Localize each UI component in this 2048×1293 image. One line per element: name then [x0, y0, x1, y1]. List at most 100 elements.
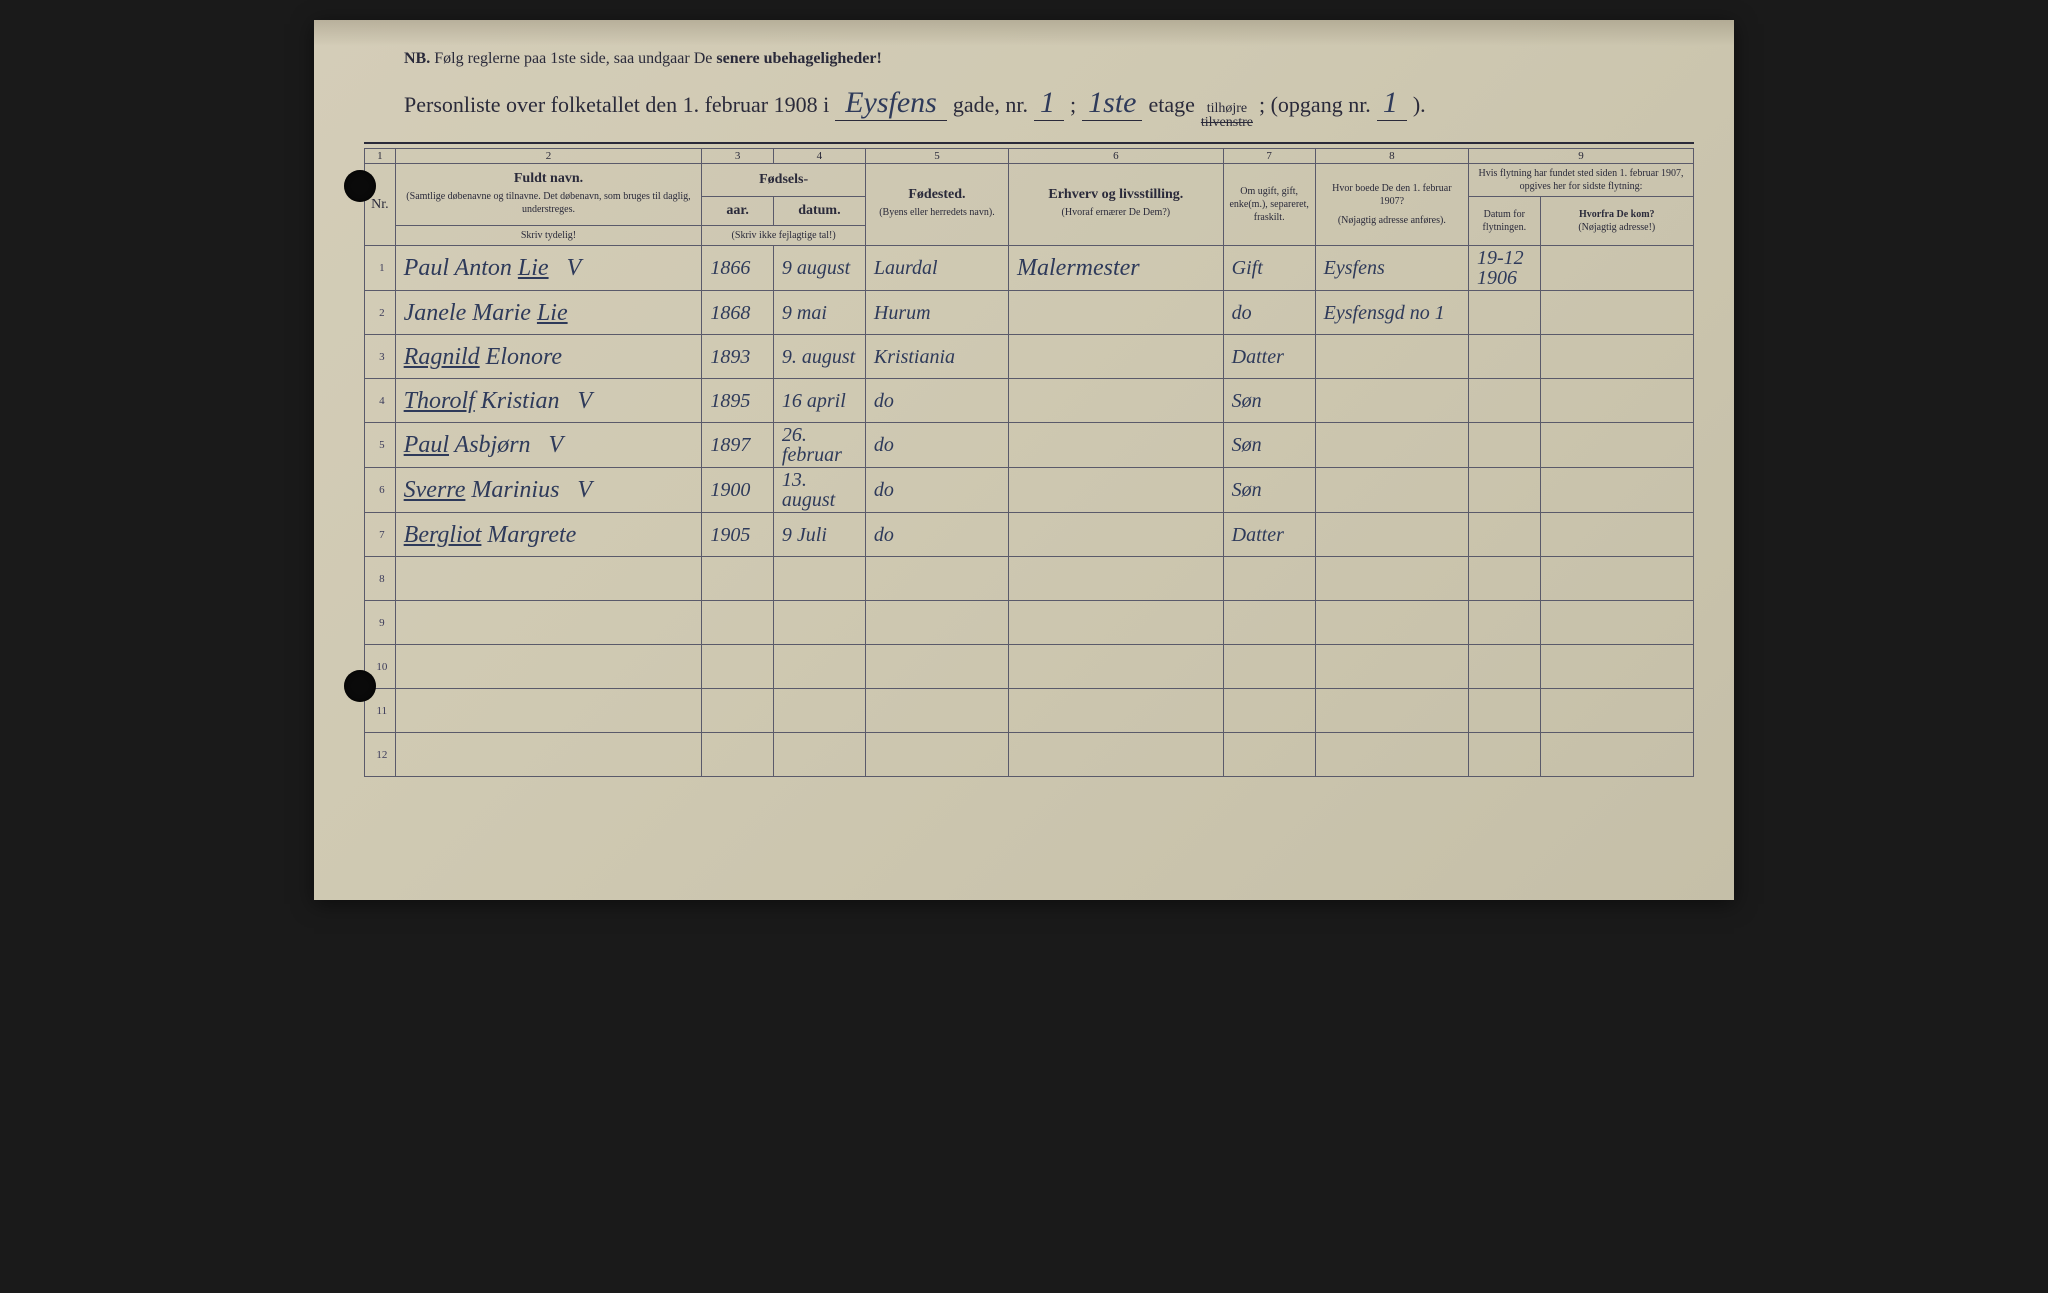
cell-move-date [1469, 689, 1541, 733]
cell-birth-date [773, 601, 865, 645]
cell-birthplace: do [865, 423, 1008, 468]
cell-move-date [1469, 379, 1541, 423]
cell-name: Sverre Marinius V [395, 468, 702, 513]
cell-status: Søn [1223, 468, 1315, 513]
cell-move-from [1540, 513, 1693, 557]
cell-occupation [1009, 557, 1224, 601]
cell-status [1223, 733, 1315, 777]
cell-nr: 7 [365, 513, 396, 557]
colnum-8: 8 [1315, 149, 1468, 164]
cell-move-date [1469, 733, 1541, 777]
header-name-hint: Skriv tydelig! [395, 226, 702, 246]
cell-move-date [1469, 557, 1541, 601]
cell-birth-date: 13. august [773, 468, 865, 513]
header-occ-sub: (Hvoraf ernærer De Dem?) [1013, 203, 1219, 222]
header-prev-main: Hvor boede De den 1. februar 1907? [1320, 179, 1464, 211]
cell-nr: 5 [365, 423, 396, 468]
cell-birthplace: Laurdal [865, 246, 1008, 291]
cell-name [395, 645, 702, 689]
cell-birth-year: 1895 [702, 379, 774, 423]
punch-hole-bottom [344, 670, 376, 702]
cell-birth-date [773, 689, 865, 733]
header-prev-sub: (Nøjagtig adresse anføres). [1320, 211, 1464, 230]
cell-prev-address [1315, 335, 1468, 379]
header-birth-hint: (Skriv ikke fejlagtige tal!) [702, 226, 866, 246]
cell-prev-address [1315, 513, 1468, 557]
title-close: ). [1413, 92, 1426, 118]
title-prefix: Personliste over folketallet den 1. febr… [404, 92, 829, 118]
form-title-line: Personliste over folketallet den 1. febr… [404, 86, 1694, 134]
colnum-3: 3 [702, 149, 774, 164]
cell-birthplace: do [865, 513, 1008, 557]
cell-move-from [1540, 379, 1693, 423]
cell-status: Søn [1223, 423, 1315, 468]
colnum-1: 1 [365, 149, 396, 164]
census-table: 1 2 3 4 5 6 7 8 9 Nr. Fuldt navn. (Samtl… [364, 148, 1694, 777]
header-birthplace-sub: (Byens eller herredets navn). [870, 203, 1004, 222]
cell-occupation [1009, 468, 1224, 513]
header-birth: Fødsels- [702, 164, 866, 197]
cell-move-from [1540, 246, 1693, 291]
table-body: 1Paul Anton Lie V18669 augustLaurdalMale… [365, 246, 1694, 777]
cell-status [1223, 557, 1315, 601]
table-row: 8 [365, 557, 1694, 601]
cell-prev-address [1315, 645, 1468, 689]
cell-occupation [1009, 689, 1224, 733]
header-move-from: Hvorfra De kom? (Nøjagtig adresse!) [1540, 197, 1693, 246]
table-row: 2Janele Marie Lie18689 maiHurumdoEysfens… [365, 291, 1694, 335]
etage-label: etage [1148, 92, 1194, 118]
cell-birth-date [773, 557, 865, 601]
table-row: 6Sverre Marinius V190013. augustdoSøn [365, 468, 1694, 513]
cell-name: Thorolf Kristian V [395, 379, 702, 423]
tilvenstre-struck: tilvenstre [1201, 116, 1253, 130]
cell-name: Janele Marie Lie [395, 291, 702, 335]
table-row: 7Bergliot Margrete19059 JulidoDatter [365, 513, 1694, 557]
opgang-label: ; (opgang nr. [1259, 92, 1371, 118]
cell-occupation [1009, 733, 1224, 777]
header-birth-date: datum. [773, 197, 865, 226]
table-row: 1Paul Anton Lie V18669 augustLaurdalMale… [365, 246, 1694, 291]
nb-text: Følg reglerne paa 1ste side, saa undgaar… [434, 50, 712, 67]
header-name-sub: (Samtlige døbenavne og tilnavne. Det døb… [400, 187, 698, 219]
census-form-page: NB. Følg reglerne paa 1ste side, saa und… [314, 20, 1734, 900]
cell-birth-year: 1900 [702, 468, 774, 513]
colnum-6: 6 [1009, 149, 1224, 164]
colnum-9: 9 [1469, 149, 1694, 164]
cell-occupation [1009, 645, 1224, 689]
cell-birth-date: 26. februar [773, 423, 865, 468]
cell-occupation [1009, 291, 1224, 335]
table-row: 4Thorolf Kristian V189516 aprildoSøn [365, 379, 1694, 423]
cell-birthplace [865, 645, 1008, 689]
cell-birthplace [865, 601, 1008, 645]
cell-prev-address [1315, 379, 1468, 423]
cell-prev-address: Eysfens [1315, 246, 1468, 291]
header-move-date: Datum for flytningen. [1469, 197, 1541, 246]
cell-name: Paul Anton Lie V [395, 246, 702, 291]
cell-birth-date: 9. august [773, 335, 865, 379]
semicolon: ; [1070, 92, 1076, 118]
cell-occupation [1009, 379, 1224, 423]
cell-move-from [1540, 423, 1693, 468]
table-row: 11 [365, 689, 1694, 733]
gade-number-handwritten: 1 [1034, 86, 1064, 121]
cell-occupation [1009, 335, 1224, 379]
cell-birth-date [773, 645, 865, 689]
cell-birth-year [702, 601, 774, 645]
nb-warning-line: NB. Følg reglerne paa 1ste side, saa und… [404, 50, 1694, 68]
cell-move-date [1469, 335, 1541, 379]
table-row: 9 [365, 601, 1694, 645]
cell-name [395, 689, 702, 733]
table-header: 1 2 3 4 5 6 7 8 9 Nr. Fuldt navn. (Samtl… [365, 149, 1694, 246]
cell-move-date [1469, 468, 1541, 513]
cell-prev-address [1315, 468, 1468, 513]
punch-hole-top [344, 170, 376, 202]
header-occ-main: Erhverv og livsstilling. [1013, 187, 1219, 203]
cell-nr: 9 [365, 601, 396, 645]
tilhojre: tilhøjre [1207, 102, 1247, 116]
cell-birthplace: Kristiania [865, 335, 1008, 379]
cell-move-from [1540, 335, 1693, 379]
cell-occupation [1009, 601, 1224, 645]
colnum-7: 7 [1223, 149, 1315, 164]
table-row: 3Ragnild Elonore18939. augustKristianiaD… [365, 335, 1694, 379]
cell-prev-address: Eysfensgd no 1 [1315, 291, 1468, 335]
